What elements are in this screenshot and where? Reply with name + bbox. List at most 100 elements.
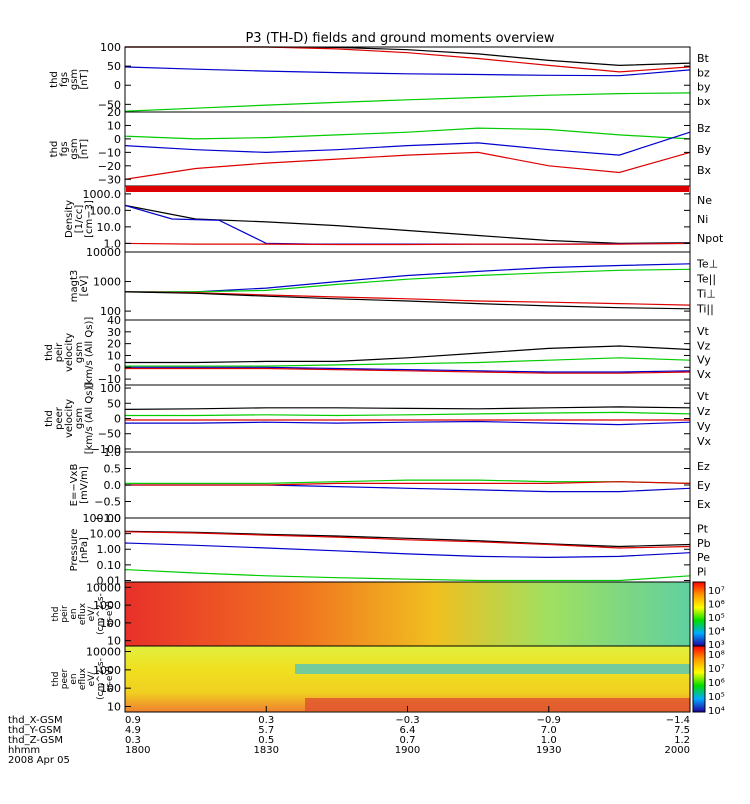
x-tick-label: 2000	[665, 745, 690, 756]
y-axis-label: thd	[44, 344, 55, 361]
series-line	[125, 46, 691, 73]
y-axis-label: thd	[44, 410, 55, 427]
y-axis-label: eV/	[87, 606, 97, 622]
x-tick-label: 0.3	[125, 735, 141, 746]
y-axis-label: peer	[60, 668, 70, 689]
legend-label: Vz	[697, 339, 711, 352]
y-tick-label: −0.5	[94, 496, 121, 509]
x-row-label: thd_Y-GSM	[8, 725, 61, 736]
series-line	[124, 66, 691, 77]
spectrogram-band	[305, 698, 690, 711]
colorbar-label: 10⁵	[708, 692, 725, 703]
series-line	[124, 291, 691, 310]
legend-label: Ti⊥	[696, 288, 716, 301]
x-tick-label: 7.0	[541, 725, 557, 736]
legend-label: Vz	[697, 405, 711, 418]
panel-pressure: 100.00 10.00 1.00 0.10 0.01 Pressure [nPa] PtPb…	[69, 512, 711, 587]
x-tick-label: 1930	[536, 745, 561, 756]
x-tick-label: −0.3	[395, 715, 419, 726]
x-tick-label: −0.9	[537, 715, 561, 726]
x-tick-label: 1900	[395, 745, 420, 756]
y-axis-label: eflux	[78, 667, 88, 690]
legend-label: Ti||	[696, 303, 714, 316]
y-tick-label: −100	[91, 443, 121, 456]
colorbar-label: 10⁶	[708, 600, 725, 611]
y-tick-label: 40	[107, 314, 121, 327]
legend-label: Ne	[697, 194, 712, 207]
y-tick-label: 1000	[93, 276, 121, 289]
legend-label: Vt	[697, 325, 710, 338]
y-tick-label: 20	[107, 338, 121, 351]
saturation-band	[126, 186, 689, 192]
y-axis-label: magt3	[69, 270, 80, 303]
y-tick-label: −1.0	[94, 512, 121, 525]
y-tick-label: 50	[107, 397, 121, 410]
y-tick-label: 0	[114, 133, 121, 146]
y-axis-label: peer	[54, 406, 65, 430]
legend-label: Vy	[697, 420, 711, 433]
series-line	[124, 204, 691, 245]
y-axis-label: velocity	[64, 399, 75, 438]
y-tick-label: 100	[100, 305, 121, 318]
spectrogram-peir-en-eflux: 10000 1000 100 10 thd peir en eflux eV/(cm^2-s-s…	[51, 581, 725, 651]
y-tick-label: 0.01	[97, 574, 122, 587]
series-line	[124, 131, 691, 156]
panel-frame	[124, 111, 691, 187]
panel-frame	[124, 46, 691, 113]
series-line	[124, 542, 691, 559]
legend-label: Vy	[697, 354, 711, 367]
x-tick-label: 6.4	[400, 725, 416, 736]
y-axis-label: velocity	[64, 333, 75, 372]
x-tick-label: 0.5	[258, 735, 274, 746]
legend-label: Pt	[697, 523, 709, 536]
y-axis-label: E=−VxB	[69, 464, 80, 507]
y-axis-label: [nT]	[79, 139, 90, 159]
y-axis-label: (cm^2-s-	[96, 658, 106, 700]
y-tick-label: 100	[100, 41, 121, 54]
y-axis-label: sr-eV)	[105, 666, 115, 692]
series-line	[125, 481, 691, 486]
y-tick-label: 10	[107, 119, 121, 132]
x-tick-label: 4.9	[125, 725, 141, 736]
y-axis-label: thd	[49, 71, 60, 88]
y-axis-label: sr-eV)	[105, 601, 115, 627]
spectrogram-image	[125, 582, 690, 646]
legend-label: Vt	[697, 390, 710, 403]
series-line	[125, 484, 691, 493]
series-line	[125, 420, 691, 426]
x-tick-label: 1.0	[541, 735, 557, 746]
x-row-label: thd_X-GSM	[8, 715, 63, 726]
y-axis-label: gsm	[69, 138, 80, 159]
legend-label: Vx	[697, 368, 712, 381]
y-tick-label: 0	[114, 361, 121, 374]
x-tick-label: 5.7	[258, 725, 274, 736]
series-line	[125, 345, 691, 364]
y-axis-label: fgs	[59, 72, 70, 87]
y-tick-label: −20	[98, 160, 121, 173]
y-tick-label: −10	[98, 373, 121, 386]
legend-label: Pi	[697, 565, 706, 578]
y-tick-label: 50	[107, 60, 121, 73]
legend-label: Bt	[697, 52, 710, 65]
spectrogram-peer-en-eflux: 10000 1000 100 10 thd peer en eflux eV/(cm^2-s-s…	[51, 645, 725, 717]
y-tick-label: 100	[100, 617, 121, 630]
x-tick-label: 1.2	[674, 735, 690, 746]
legend-label: Ez	[697, 460, 710, 473]
y-axis-label: [nPa]	[79, 537, 90, 563]
y-tick-label: 1000.0	[83, 188, 122, 201]
colorbar-label: 10⁴	[708, 706, 725, 717]
y-axis-label: [1/cc]	[74, 205, 85, 234]
x-tick-label: 0.3	[258, 715, 274, 726]
x-tick-label: 0.7	[400, 735, 416, 746]
y-tick-label: 100.0	[90, 204, 122, 217]
spectrogram-band	[295, 664, 690, 674]
y-axis-label: thd	[49, 141, 60, 158]
y-tick-label: 1.0	[104, 446, 122, 459]
legend-label: Ey	[697, 479, 711, 492]
series-line	[125, 367, 691, 374]
y-tick-label: 100	[100, 682, 121, 695]
